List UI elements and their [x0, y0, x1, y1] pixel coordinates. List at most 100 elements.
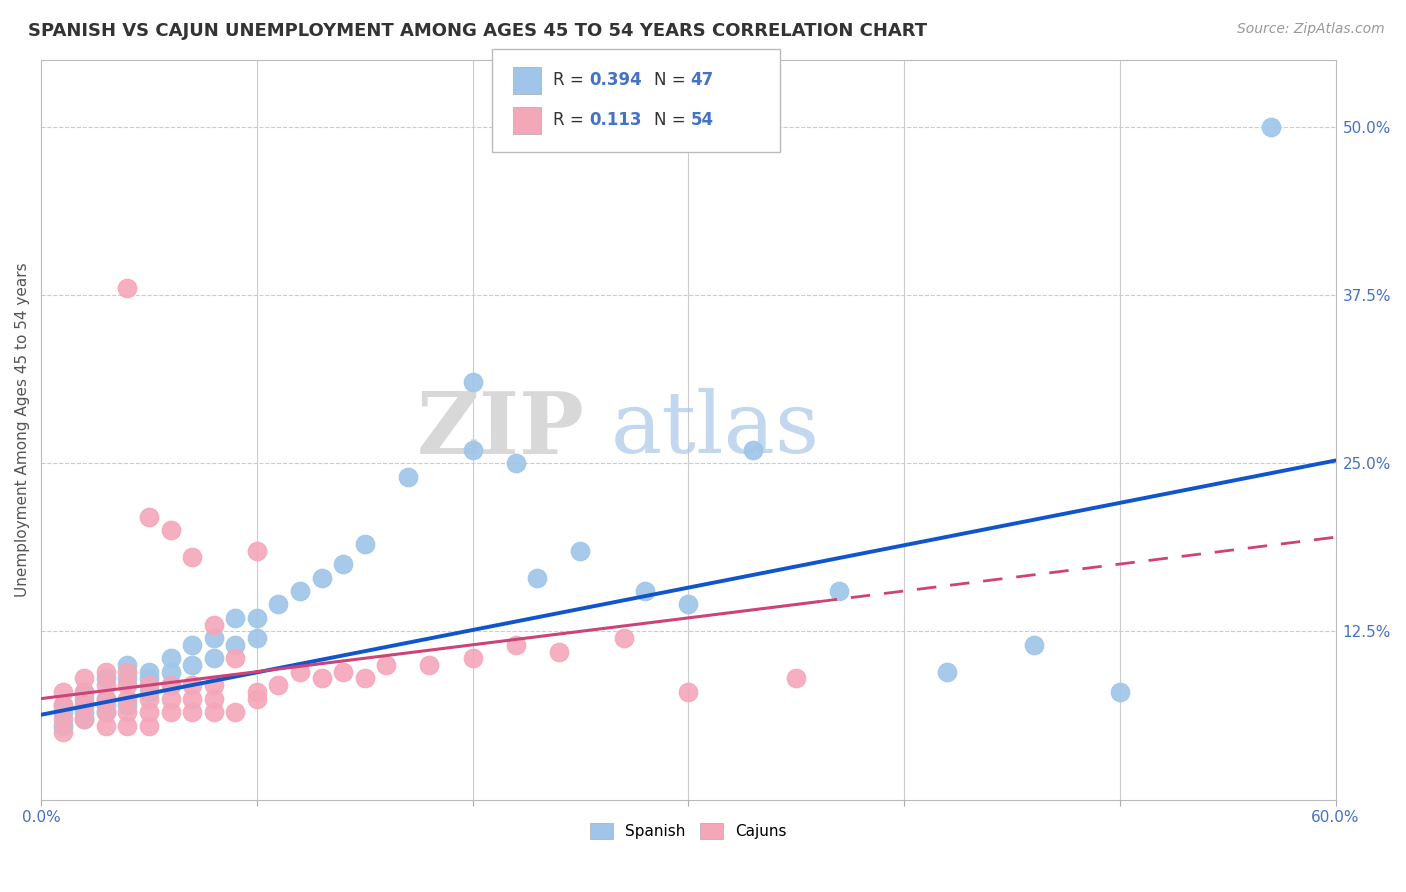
Point — [159, 691, 181, 706]
Point — [548, 644, 571, 658]
Point — [742, 442, 765, 457]
Point — [1260, 120, 1282, 134]
Point — [117, 698, 139, 713]
Point — [375, 657, 398, 672]
Point — [936, 665, 959, 679]
Point — [52, 698, 75, 713]
Point — [159, 678, 181, 692]
Point — [202, 691, 225, 706]
Point — [73, 698, 96, 713]
Point — [138, 705, 160, 719]
Point — [117, 691, 139, 706]
Point — [117, 718, 139, 732]
Point — [418, 657, 440, 672]
Legend: Spanish, Cajuns: Spanish, Cajuns — [583, 817, 793, 845]
Point — [202, 651, 225, 665]
Point — [159, 524, 181, 538]
Point — [73, 712, 96, 726]
Point — [526, 570, 548, 584]
Point — [73, 691, 96, 706]
Point — [94, 672, 117, 686]
Point — [181, 678, 204, 692]
Point — [138, 691, 160, 706]
Point — [267, 678, 290, 692]
Text: 54: 54 — [690, 112, 713, 129]
Point — [138, 510, 160, 524]
Point — [461, 442, 484, 457]
Text: N =: N = — [654, 71, 690, 89]
Text: R =: R = — [553, 71, 589, 89]
Point — [138, 718, 160, 732]
Point — [159, 665, 181, 679]
Point — [159, 678, 181, 692]
Point — [117, 705, 139, 719]
Point — [1108, 685, 1130, 699]
Point — [159, 705, 181, 719]
Point — [224, 651, 246, 665]
Point — [224, 611, 246, 625]
Point — [181, 657, 204, 672]
Point — [73, 712, 96, 726]
Point — [94, 678, 117, 692]
Point — [117, 657, 139, 672]
Y-axis label: Unemployment Among Ages 45 to 54 years: Unemployment Among Ages 45 to 54 years — [15, 262, 30, 597]
Point — [202, 705, 225, 719]
Point — [828, 584, 851, 599]
Point — [461, 376, 484, 390]
Point — [353, 537, 375, 551]
Point — [224, 638, 246, 652]
Text: 0.113: 0.113 — [589, 112, 641, 129]
Point — [94, 691, 117, 706]
Point — [332, 665, 354, 679]
Point — [52, 705, 75, 719]
Point — [52, 718, 75, 732]
Point — [117, 672, 139, 686]
Point — [52, 712, 75, 726]
Point — [117, 665, 139, 679]
Point — [634, 584, 657, 599]
Point — [311, 570, 333, 584]
Text: Source: ZipAtlas.com: Source: ZipAtlas.com — [1237, 22, 1385, 37]
Point — [1022, 638, 1045, 652]
Point — [138, 685, 160, 699]
Point — [396, 469, 419, 483]
Point — [505, 456, 527, 470]
Point — [246, 685, 269, 699]
Point — [246, 543, 269, 558]
Point — [138, 672, 160, 686]
Point — [94, 718, 117, 732]
Text: atlas: atlas — [610, 388, 820, 471]
Point — [181, 550, 204, 565]
Point — [138, 665, 160, 679]
Point — [73, 685, 96, 699]
Point — [94, 691, 117, 706]
Point — [569, 543, 592, 558]
Point — [94, 705, 117, 719]
Point — [288, 584, 311, 599]
Point — [94, 665, 117, 679]
Point — [138, 678, 160, 692]
Text: R =: R = — [553, 112, 593, 129]
Point — [311, 672, 333, 686]
Point — [288, 665, 311, 679]
Point — [52, 685, 75, 699]
Point — [159, 651, 181, 665]
Point — [267, 598, 290, 612]
Point — [117, 678, 139, 692]
Point — [246, 631, 269, 645]
Text: 0.394: 0.394 — [589, 71, 643, 89]
Text: N =: N = — [654, 112, 690, 129]
Point — [678, 598, 700, 612]
Point — [73, 672, 96, 686]
Point — [505, 638, 527, 652]
Point — [246, 691, 269, 706]
Point — [52, 698, 75, 713]
Point — [202, 631, 225, 645]
Point — [246, 611, 269, 625]
Point — [181, 691, 204, 706]
Point — [332, 557, 354, 571]
Point — [678, 685, 700, 699]
Point — [52, 725, 75, 739]
Point — [785, 672, 807, 686]
Text: ZIP: ZIP — [418, 387, 585, 472]
